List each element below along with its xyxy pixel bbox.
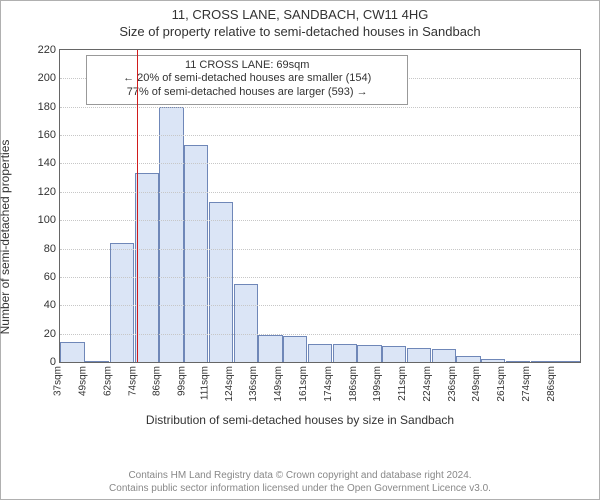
histogram-bar [308,344,332,362]
histogram-bar [407,348,431,362]
histogram-bar [481,359,505,362]
histogram-bar [184,145,208,362]
x-tick-label: 236sqm [446,366,457,402]
x-tick-label: 186sqm [347,366,358,402]
histogram-bar [85,361,109,362]
x-tick-label: 199sqm [372,366,383,402]
plot-box: 11 CROSS LANE: 69sqm ← 20% of semi-detac… [59,49,581,363]
x-tick-label: 124sqm [224,366,235,402]
x-tick-label: 286sqm [545,366,556,402]
y-tick-label: 220 [38,44,56,56]
x-axis-label: Distribution of semi-detached houses by … [11,413,589,427]
gridline [60,334,580,335]
y-tick-label: 140 [38,157,56,169]
annotation-line3: 77% of semi-detached houses are larger (… [93,86,401,100]
x-tick-label: 249sqm [471,366,482,402]
histogram-bar [333,344,357,362]
y-tick-label: 60 [44,271,56,283]
x-tick-label: 261sqm [496,366,507,402]
page-title-line2: Size of property relative to semi-detach… [11,24,589,39]
gridline [60,305,580,306]
x-tick-label: 49sqm [78,366,89,396]
histogram-bar [357,345,381,362]
gridline [60,192,580,193]
gridline [60,107,580,108]
gridline [60,277,580,278]
histogram-bar [506,361,530,362]
x-tick-label: 99sqm [177,366,188,396]
x-tick-label: 37sqm [53,366,64,396]
x-tick-label: 161sqm [298,366,309,402]
page-title-line1: 11, CROSS LANE, SANDBACH, CW11 4HG [11,7,589,22]
x-tick-label: 224sqm [422,366,433,402]
y-tick-label: 80 [44,243,56,255]
y-tick-label: 200 [38,72,56,84]
y-tick-label: 180 [38,101,56,113]
x-tick-label: 174sqm [323,366,334,402]
y-axis-label: Number of semi-detached properties [0,140,12,335]
chart-area: Number of semi-detached properties 11 CR… [11,45,589,429]
gridline [60,135,580,136]
gridline [60,163,580,164]
x-tick-label: 149sqm [273,366,284,402]
histogram-bar [432,349,456,362]
histogram-bar [531,361,555,362]
histogram-bar [555,361,579,362]
histogram-bar [283,336,307,362]
annotation-box: 11 CROSS LANE: 69sqm ← 20% of semi-detac… [86,55,408,105]
y-tick-label: 40 [44,299,56,311]
annotation-line2: ← 20% of semi-detached houses are smalle… [93,72,401,86]
gridline [60,249,580,250]
x-tick-label: 211sqm [397,366,408,401]
histogram-bar [110,243,134,362]
reference-marker-line [137,50,138,362]
x-tick-label: 74sqm [127,366,138,396]
histogram-bar [209,202,233,362]
x-tick-label: 111sqm [199,366,210,400]
histogram-bar [159,107,183,362]
y-tick-label: 100 [38,214,56,226]
histogram-bar [60,342,84,362]
licence-text: Contains HM Land Registry data © Crown c… [1,470,599,495]
y-tick-label: 20 [44,328,56,340]
x-tick-label: 86sqm [152,366,163,396]
annotation-line1: 11 CROSS LANE: 69sqm [93,59,401,73]
histogram-bar [234,284,258,362]
gridline [60,220,580,221]
licence-line2: Contains public sector information licen… [1,483,599,496]
x-tick-label: 274sqm [521,366,532,402]
licence-line1: Contains HM Land Registry data © Crown c… [1,470,599,483]
histogram-bar [258,335,282,362]
histogram-bar [382,346,406,362]
y-tick-label: 160 [38,129,56,141]
x-tick-label: 62sqm [102,366,113,396]
y-tick-label: 120 [38,186,56,198]
x-tick-label: 136sqm [248,366,259,402]
histogram-bar [456,356,480,362]
